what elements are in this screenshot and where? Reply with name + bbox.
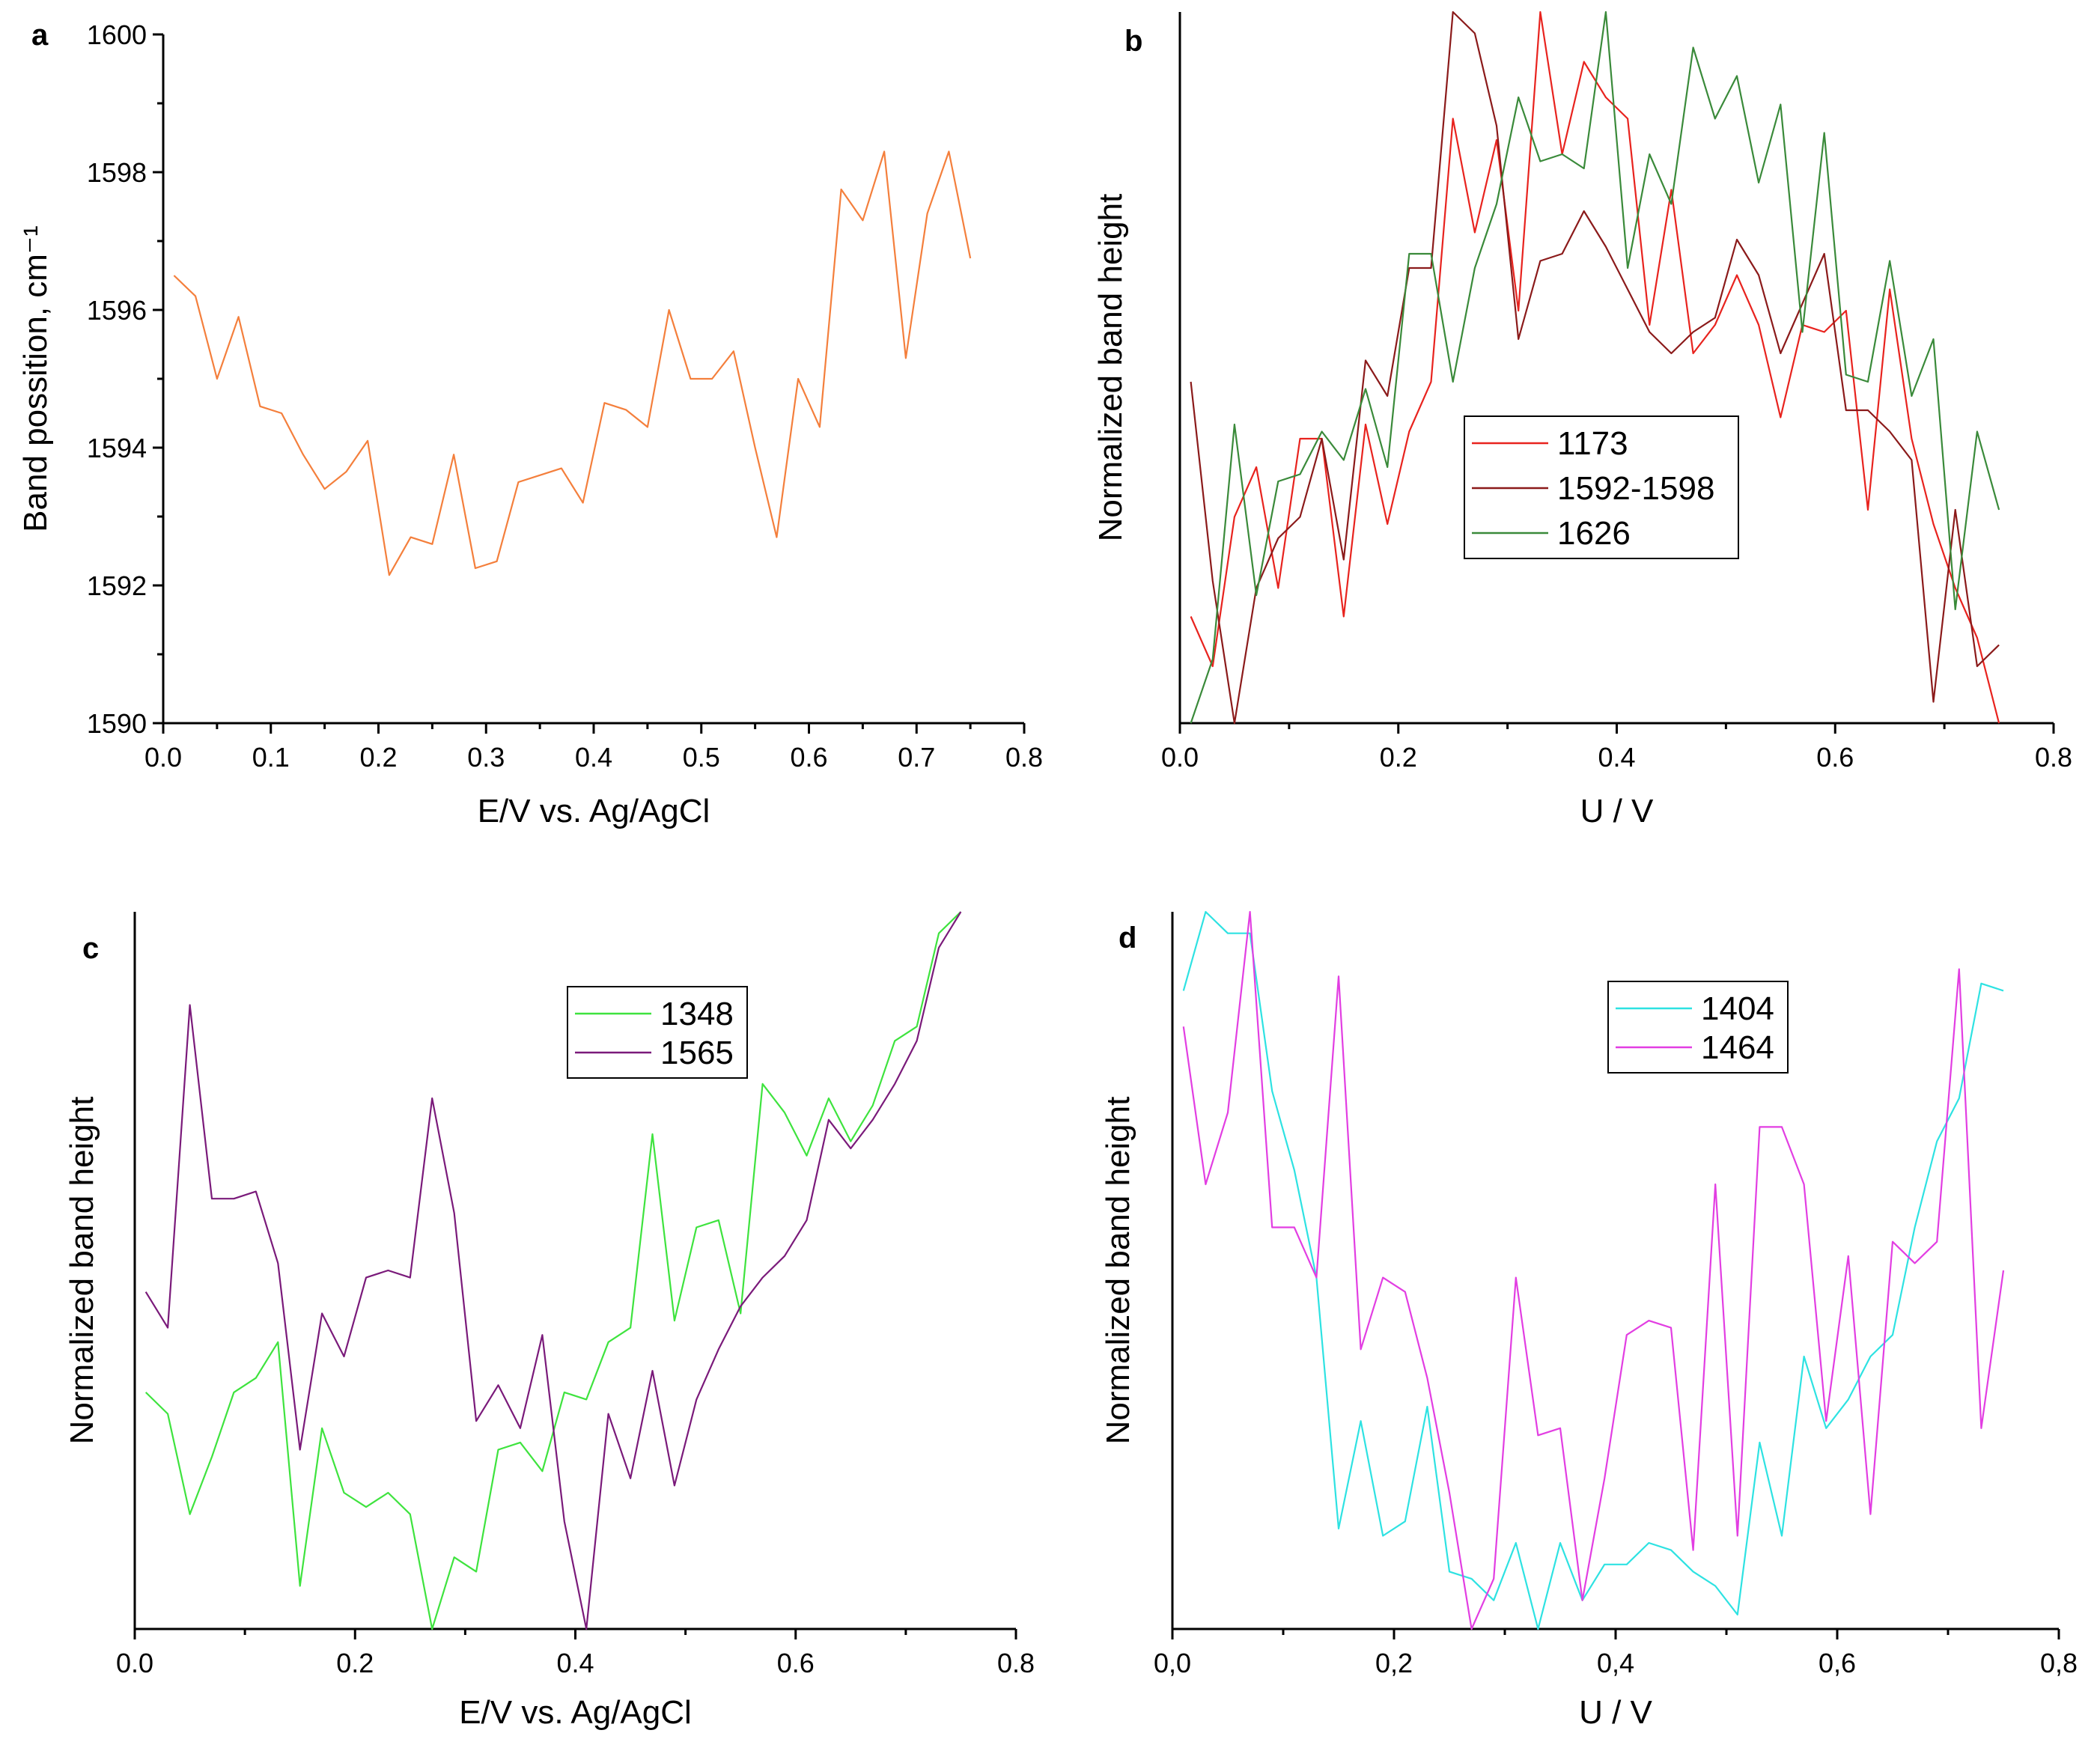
- legend: 1173 1592-1598 1626: [1464, 415, 1739, 559]
- x-tick-label: 0.4: [575, 742, 612, 773]
- x-tick-label: 0.0: [116, 1648, 153, 1678]
- y-tick-label: 1590: [87, 708, 147, 739]
- x-tick-label: 0,4: [1597, 1648, 1634, 1678]
- x-tick-label: 0.2: [1380, 742, 1417, 773]
- x-axis-title: E/V vs. Ag/AgCl: [478, 793, 710, 829]
- x-tick-label: 0.1: [252, 742, 290, 773]
- x-tick-label: 0.4: [556, 1648, 594, 1678]
- x-tick-label: 0.0: [1161, 742, 1199, 773]
- panel-d: 0,0 0,2 0,4 0,6 0,8 d U / V Normalized band hei…: [1100, 910, 2078, 1731]
- x-axis-title: U / V: [1579, 1694, 1652, 1731]
- legend-label: 1348: [660, 996, 734, 1032]
- x-tick-label: 0.6: [777, 1648, 815, 1678]
- x-tick-label: 0,8: [2040, 1648, 2078, 1678]
- legend-label: 1404: [1701, 990, 1774, 1027]
- legend-box: [1464, 415, 1739, 559]
- panel-a: 0.0 0.1 0.2 0.3 0.4 0.5 0.6 0.7 0.8 1590 1592 1594 1…: [17, 19, 1043, 829]
- legend-label: 1173: [1557, 425, 1628, 462]
- y-axis-title: Band possition, cm⁻¹: [17, 225, 54, 532]
- panel-letter: b: [1124, 25, 1142, 58]
- x-tick-label: 0.2: [336, 1648, 374, 1678]
- y-axis-title: Normalized band height: [1092, 194, 1129, 542]
- panel-letter: c: [82, 932, 99, 965]
- series-line-1173: [1190, 10, 2000, 724]
- x-tick-label: 0.0: [144, 742, 182, 773]
- series-line-Band-position: [173, 150, 972, 576]
- legend-label: 1464: [1701, 1029, 1774, 1066]
- x-tick-label: 0,0: [1154, 1648, 1191, 1678]
- legend-box: [567, 986, 748, 1079]
- series-line-1464: [1182, 910, 2005, 1630]
- series-line-1592-1598: [1190, 10, 2000, 725]
- y-tick-label: 1598: [87, 157, 147, 188]
- series-line-1565: [144, 911, 962, 1630]
- x-tick-label: 0.8: [1005, 742, 1043, 773]
- legend-label: 1592-1598: [1557, 470, 1714, 507]
- panel-c: 0.0 0.2 0.4 0.6 0.8 c E/V vs. Ag/AgCl Normalize…: [64, 911, 1035, 1731]
- x-tick-label: 0.6: [790, 742, 827, 773]
- legend-box: [1607, 981, 1789, 1074]
- legend-label: 1626: [1557, 515, 1631, 552]
- x-axis-title: E/V vs. Ag/AgCl: [459, 1694, 692, 1731]
- series-line-1626: [1190, 10, 2000, 724]
- x-tick-label: 0.7: [898, 742, 935, 773]
- y-axis-title: Normalized band height: [1100, 1097, 1136, 1445]
- x-tick-label: 0.8: [997, 1648, 1035, 1678]
- x-tick-label: 0.4: [1598, 742, 1635, 773]
- series-line-1348: [144, 911, 962, 1630]
- legend-label: 1565: [660, 1035, 734, 1071]
- y-tick-label: 1600: [87, 19, 147, 50]
- y-axis-title: Normalized band height: [64, 1097, 100, 1445]
- x-tick-label: 0,6: [1819, 1648, 1856, 1678]
- panel-letter: d: [1119, 922, 1136, 954]
- x-tick-label: 0,2: [1375, 1648, 1413, 1678]
- y-tick-label: 1592: [87, 570, 147, 601]
- x-axis-title: U / V: [1580, 793, 1654, 829]
- panel-letter: a: [31, 19, 49, 52]
- panel-b: 0.0 0.2 0.4 0.6 0.8 b U / V Normalized band hei…: [1092, 10, 2072, 829]
- y-tick-label: 1596: [87, 295, 147, 326]
- x-tick-label: 0.5: [683, 742, 720, 773]
- x-tick-label: 0.8: [2035, 742, 2072, 773]
- x-tick-label: 0.6: [1816, 742, 1854, 773]
- series-line-1404: [1182, 910, 2004, 1630]
- y-tick-label: 1594: [87, 433, 147, 463]
- x-tick-label: 0.3: [467, 742, 505, 773]
- x-tick-label: 0.2: [359, 742, 397, 773]
